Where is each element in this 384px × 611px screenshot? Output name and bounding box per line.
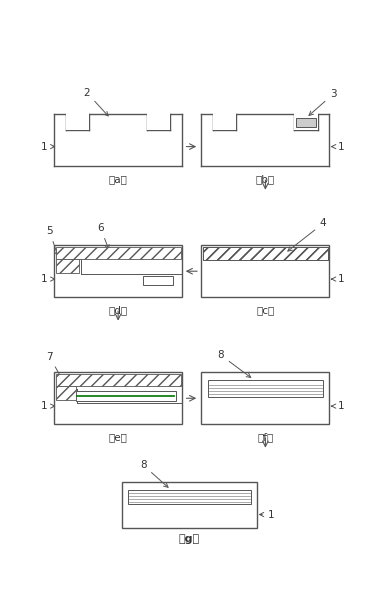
Text: 5: 5 — [46, 226, 58, 255]
Bar — [128, 490, 251, 503]
Bar — [54, 372, 182, 425]
Text: 1: 1 — [331, 401, 344, 411]
Bar — [147, 112, 170, 130]
Bar — [54, 114, 182, 166]
Text: （g）: （g） — [179, 534, 200, 544]
Text: 1: 1 — [260, 510, 275, 519]
Text: 8: 8 — [217, 350, 251, 378]
Bar — [202, 114, 329, 166]
Text: 8: 8 — [140, 460, 168, 488]
Bar — [204, 247, 327, 260]
Text: 4: 4 — [288, 219, 326, 251]
Bar — [203, 247, 328, 260]
Text: （e）: （e） — [109, 432, 127, 442]
Text: 2: 2 — [83, 87, 108, 116]
Bar — [56, 373, 180, 386]
Text: （a）: （a） — [109, 174, 127, 184]
Text: （f）: （f） — [257, 432, 273, 442]
Text: （c）: （c） — [256, 305, 275, 315]
Text: 1: 1 — [41, 401, 55, 411]
Bar — [66, 112, 89, 130]
Text: （b）: （b） — [256, 174, 275, 184]
Bar — [203, 247, 328, 260]
Bar — [56, 247, 180, 259]
Text: 7: 7 — [46, 352, 64, 382]
Bar — [202, 245, 329, 298]
Text: 3: 3 — [309, 89, 336, 115]
Bar — [295, 112, 318, 130]
Bar — [208, 380, 323, 397]
Text: 1: 1 — [41, 142, 55, 152]
Text: （d）: （d） — [109, 305, 128, 315]
Bar — [202, 372, 329, 425]
Bar — [143, 276, 173, 285]
Text: 1: 1 — [41, 274, 55, 284]
Bar — [56, 386, 76, 400]
Text: 1: 1 — [331, 142, 344, 152]
Bar — [56, 259, 79, 273]
Bar — [296, 118, 316, 127]
Bar — [76, 390, 176, 401]
Text: 6: 6 — [98, 223, 109, 249]
Text: 1: 1 — [331, 274, 344, 284]
Bar — [213, 112, 236, 130]
Bar — [122, 482, 257, 529]
Bar — [54, 245, 182, 298]
